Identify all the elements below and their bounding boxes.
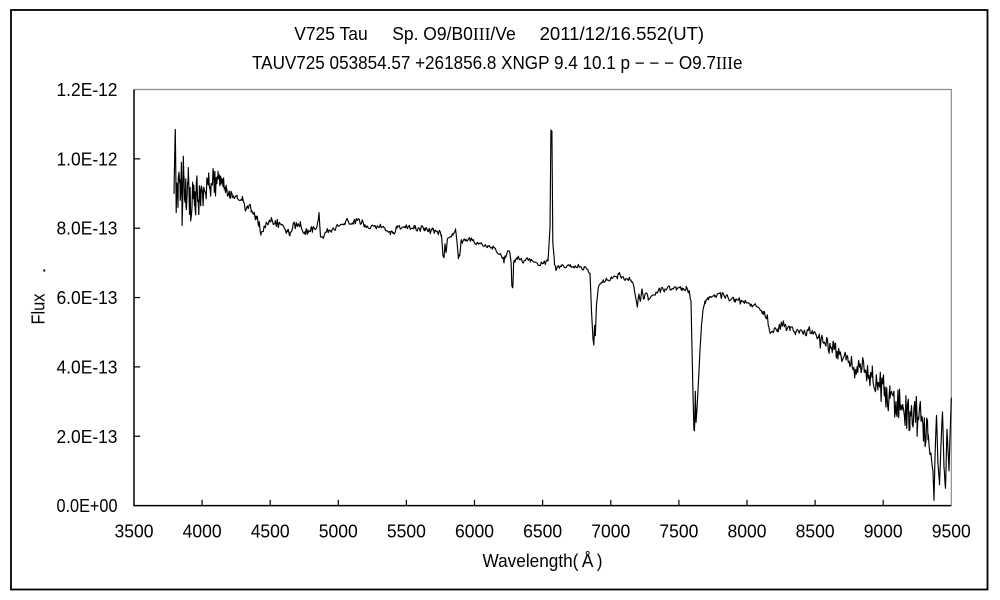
svg-text:TAUV725 053854.57 +261856.8 XN: TAUV725 053854.57 +261856.8 XNGP 9.4 10.… (252, 53, 743, 73)
svg-text:8.0E-13: 8.0E-13 (57, 219, 118, 239)
svg-text:V725 Tau: V725 Tau (294, 24, 368, 44)
svg-text:0.0E+00: 0.0E+00 (57, 496, 118, 516)
svg-text:5500: 5500 (387, 522, 426, 542)
svg-text:1.2E-12: 1.2E-12 (57, 80, 118, 100)
svg-text:9500: 9500 (932, 522, 971, 542)
svg-text:2011/12/16.552(UT): 2011/12/16.552(UT) (540, 24, 705, 44)
svg-text:5000: 5000 (319, 522, 358, 542)
svg-text:Flux: Flux (29, 294, 49, 325)
svg-text:7500: 7500 (659, 522, 698, 542)
svg-text:Sp. O9/B0III/Ve: Sp. O9/B0III/Ve (392, 24, 516, 44)
svg-text:8000: 8000 (728, 522, 767, 542)
svg-text:3500: 3500 (115, 522, 154, 542)
svg-text:4500: 4500 (251, 522, 290, 542)
svg-text:9000: 9000 (864, 522, 903, 542)
svg-text:7000: 7000 (591, 522, 630, 542)
svg-text:Wavelength( Å ): Wavelength( Å ) (483, 551, 603, 571)
svg-text:6500: 6500 (523, 522, 562, 542)
svg-text:6000: 6000 (455, 522, 494, 542)
svg-text:4.0E-13: 4.0E-13 (57, 357, 118, 377)
svg-text:1.0E-12: 1.0E-12 (57, 149, 118, 169)
svg-text:2.0E-13: 2.0E-13 (57, 427, 118, 447)
svg-text:6.0E-13: 6.0E-13 (57, 288, 118, 308)
svg-text:4000: 4000 (183, 522, 222, 542)
svg-text:8500: 8500 (796, 522, 835, 542)
